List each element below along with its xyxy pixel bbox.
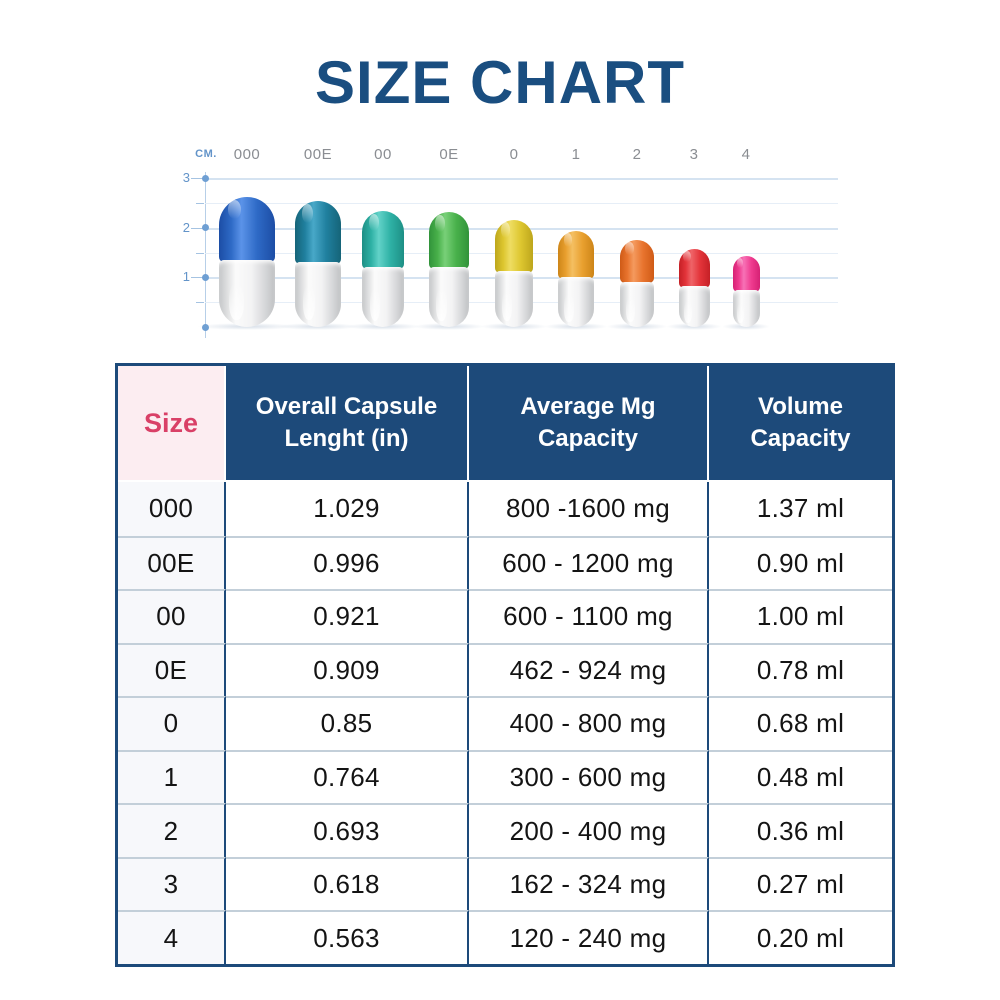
table-cell: 0.68 ml [709,696,892,750]
capsule-cap [678,249,710,289]
table-cell: 400 - 800 mg [469,696,709,750]
capsule-size-label: 0 [509,146,519,163]
capsule-cap [295,201,341,264]
table-cell: 0E [118,642,226,697]
capsule-body [219,259,275,327]
table-cell: 462 - 924 mg [469,642,709,697]
capsule-illustration [219,197,275,327]
axis-tick-label: 2 [182,219,190,235]
table-cell: 1.00 ml [709,589,892,643]
cm-unit-label: CM. [195,148,217,160]
table-cell: 0.78 ml [709,642,892,697]
axis-tick-label: 1 [182,269,190,285]
table-cell: 00 [118,589,226,643]
capsule-size-label: 4 [741,146,751,163]
table-cell: 4 [118,910,226,964]
table-header: Volume Capacity [709,366,892,482]
table-header: Overall Capsule Lenght (in) [226,366,469,482]
table-cell: 0.764 [226,749,469,804]
capsule-cap [495,219,533,274]
table-cell: 0.563 [226,910,469,964]
capsule-size-table: Size Overall Capsule Lenght (in) Average M… [115,363,895,967]
capsule-size-label: 0E [439,146,459,163]
table-cell: 0.693 [226,803,469,857]
capsule-cap [732,256,760,292]
capsule-cap [558,230,594,279]
table-cell: 600 - 1100 mg [469,589,709,643]
table-header: Average Mg Capacity [469,366,709,482]
capsule-illustration [429,212,469,327]
capsule-size-label: 2 [632,146,642,163]
capsule-body [558,276,594,327]
capsule-body [495,271,533,327]
axis-tick [191,178,203,179]
capsule-illustration [495,219,533,327]
capsule-illustration [732,256,760,327]
table-cell: 0.27 ml [709,856,892,911]
axis-tick [196,202,204,204]
table-cell: 0.36 ml [709,803,892,857]
table-cell: 0.909 [226,642,469,697]
capsule-size-chart: CM. 3 2 1 000 00E 00 0E 0 1 2 3 4 [0,0,1000,360]
capsule-illustration [558,230,594,327]
table-cell: 0.618 [226,856,469,911]
capsule-cap [362,210,404,269]
capsule-illustration [362,210,404,327]
table-cell: 600 - 1200 mg [469,535,709,590]
table-cell: 000 [118,482,226,536]
capsule-cap [620,239,654,284]
capsule-size-label: 00 [374,146,392,163]
axis-dot [202,174,209,182]
table-cell: 162 - 324 mg [469,856,709,911]
table-cell: 1.029 [226,482,469,536]
table-cell: 3 [118,856,226,911]
capsule-cap [429,212,469,270]
axis-tick [191,277,203,279]
axis-tick [196,302,204,304]
axis-tick [191,227,203,229]
axis-tick-label: 3 [182,170,190,185]
capsule-size-label: 1 [571,146,581,163]
table-cell: 0.48 ml [709,749,892,804]
table-cell: 800 -1600 mg [469,482,709,536]
capsule-body [620,281,654,327]
table-cell: 0.921 [226,589,469,643]
table-cell: 00E [118,535,226,590]
axis-dot [202,273,209,281]
table-cell: 300 - 600 mg [469,749,709,804]
y-axis-line [205,172,206,338]
capsule-body [295,261,341,327]
table-cell: 0.20 ml [709,910,892,964]
capsule-body [678,286,710,327]
table-cell: 120 - 240 mg [469,910,709,964]
axis-dot [202,224,209,232]
table-cell: 0.85 [226,696,469,750]
table-cell: 0.996 [226,535,469,590]
table-cell: 2 [118,803,226,857]
table-header-size: Size [118,366,226,482]
table-cell: 200 - 400 mg [469,803,709,857]
capsule-size-label: 3 [689,146,699,163]
capsule-body [429,267,469,327]
capsule-illustration [295,201,341,327]
capsule-size-label: 000 [233,146,261,163]
table-cell: 1.37 ml [709,482,892,536]
axis-dot [202,323,209,331]
capsule-size-label: 00E [303,146,333,163]
page-title: SIZE CHART [315,49,685,116]
table-cell: 0.90 ml [709,535,892,590]
capsule-illustration [678,249,710,327]
capsule-body [732,290,760,327]
capsule-illustration [620,239,654,327]
capsule-cap [219,197,275,262]
gridline [205,202,838,204]
axis-tick [196,252,204,254]
table-cell: 0 [118,696,226,750]
table-cell: 1 [118,749,226,804]
capsule-body [362,266,404,327]
gridline [205,178,838,180]
